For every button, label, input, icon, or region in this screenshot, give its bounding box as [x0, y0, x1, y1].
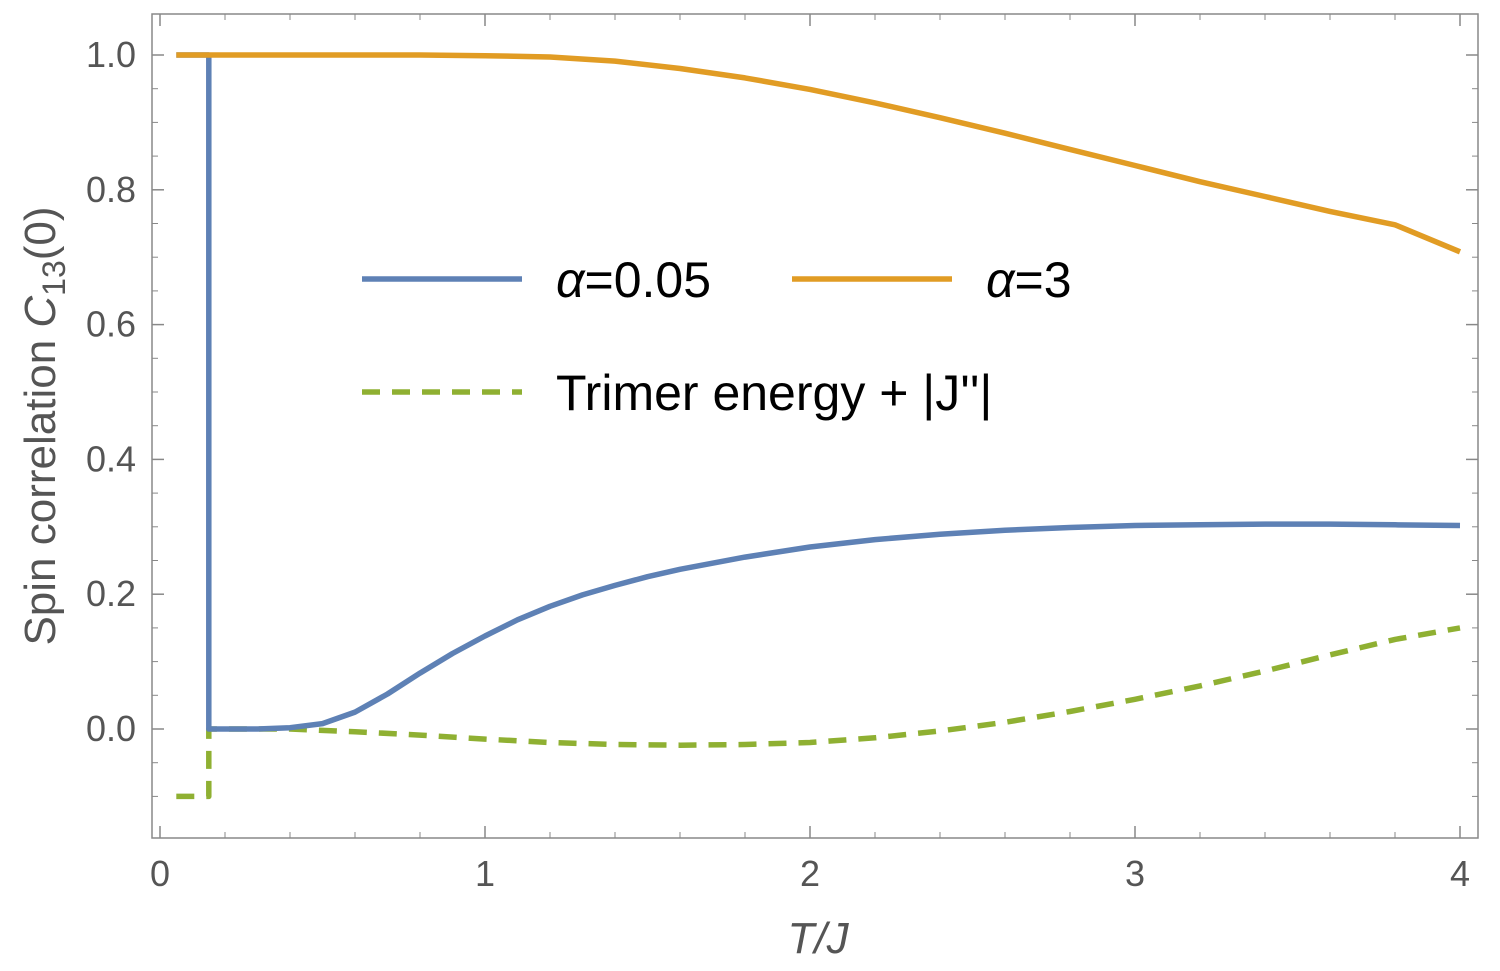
x-tick-label: 4 [1450, 853, 1470, 894]
ticks: 0 1 2 3 4 0.0 0.2 0.4 0.6 0.8 1.0 [86, 14, 1478, 894]
legend-label: α=0.05 [556, 252, 711, 308]
y-tick-label: 1.0 [86, 34, 136, 75]
series-line-1 [176, 52, 1462, 255]
y-tick-label: 0.8 [86, 169, 136, 210]
series-line-2 [176, 625, 1461, 800]
y-tick-label: 0.6 [86, 304, 136, 345]
y-tick-label: 0.2 [86, 573, 136, 614]
legend: α=0.05 α=3 Trimer energy + |J''| [362, 252, 1072, 421]
y-tick-label: 0.0 [86, 708, 136, 749]
series-line-0 [176, 52, 1461, 732]
legend-label: Trimer energy + |J''| [556, 365, 992, 421]
x-tick-label: 1 [475, 853, 495, 894]
x-axis-label: T/J [787, 914, 849, 963]
legend-label: α=3 [986, 252, 1072, 308]
y-axis-label: Spin correlation C13(0) [16, 206, 72, 645]
x-tick-label: 0 [150, 853, 170, 894]
x-tick-label: 3 [1125, 853, 1145, 894]
y-tick-label: 0.4 [86, 438, 136, 479]
x-tick-label: 2 [800, 853, 820, 894]
series-layer [176, 52, 1462, 800]
